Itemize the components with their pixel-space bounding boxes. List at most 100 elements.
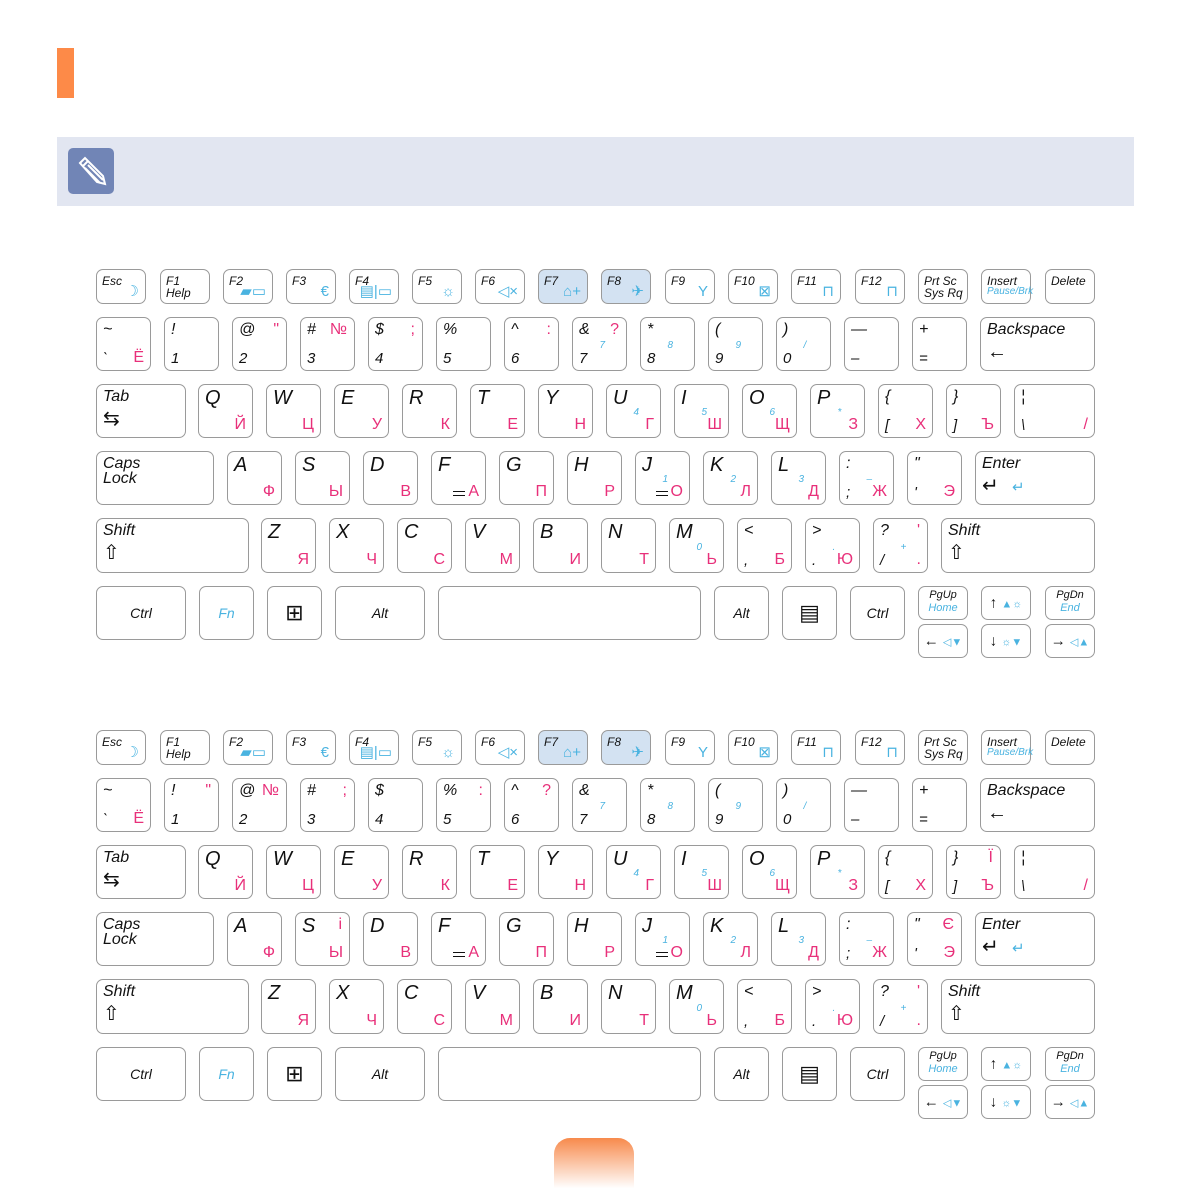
key-bottom-7-ctrl[interactable]: Ctrl: [850, 1047, 905, 1101]
key-bottom-9-up-brightness-up-icon[interactable]: ↑ ▲☼: [981, 586, 1031, 620]
key-num-11-symbol[interactable]: — –: [844, 778, 899, 832]
key-num-2-symbol[interactable]: @2 №: [232, 778, 287, 832]
key-num-10-symbol[interactable]: ) 0 /: [776, 317, 831, 371]
key-asdf-0-caps[interactable]: Caps Lock: [96, 912, 214, 966]
key-zxcv-9-symbol[interactable]: >. Ю.: [805, 518, 860, 573]
key-bottom-5-alt[interactable]: Alt: [714, 1047, 769, 1101]
key-bottom-13-right-volume-up-icon[interactable]: → ◁▲: [1045, 1085, 1095, 1119]
key-num-9-symbol[interactable]: (9 9: [708, 317, 763, 371]
key-zxcv-9-symbol[interactable]: >. Ю.: [805, 979, 860, 1034]
key-fn-14-insert[interactable]: Insert Pause/Brk: [981, 269, 1033, 304]
key-fn-12-f12[interactable]: F12 ⊓: [855, 269, 905, 304]
key-qwer-0-tab[interactable]: Tab ⇆: [96, 384, 186, 438]
key-num-1-symbol[interactable]: ! 1 ": [164, 778, 219, 832]
key-num-5-symbol[interactable]: % 5: [436, 317, 491, 371]
key-fn-13-prt-sc[interactable]: Prt Sc Sys Rq: [918, 269, 968, 304]
key-qwer-10-p[interactable]: P З *: [810, 384, 865, 438]
key-zxcv-0-shift[interactable]: Shift ⇧: [96, 518, 249, 573]
key-bottom-8-pgup[interactable]: PgUp Home: [918, 586, 968, 620]
key-fn-9-f9[interactable]: F9 Y: [665, 269, 715, 304]
key-bottom-9-up-brightness-up-icon[interactable]: ↑ ▲☼: [981, 1047, 1031, 1081]
key-fn-9-f9[interactable]: F9 Y: [665, 730, 715, 765]
key-fn-0-esc[interactable]: Esc ☽: [96, 269, 146, 304]
key-qwer-11-symbol[interactable]: {[Х: [878, 384, 933, 438]
key-num-1-symbol[interactable]: ! 1: [164, 317, 219, 371]
key-num-11-symbol[interactable]: — –: [844, 317, 899, 371]
key-zxcv-11-shift[interactable]: Shift ⇧: [941, 518, 1095, 573]
key-fn-4-f4[interactable]: F4 ▤|▭: [349, 269, 399, 304]
key-bottom-2-windows-icon[interactable]: ⊞: [267, 586, 322, 640]
key-fn-10-f10[interactable]: F10 ⊠: [728, 730, 778, 765]
key-bottom-0-ctrl[interactable]: Ctrl: [96, 1047, 186, 1101]
key-asdf-10-symbol[interactable]: :; Ж –: [839, 451, 894, 505]
key-asdf-11-symbol[interactable]: " ' Є Э: [907, 912, 962, 966]
key-fn-5-f5[interactable]: F5 ☼: [412, 269, 462, 304]
key-num-7-symbol[interactable]: & 7 7: [572, 778, 627, 832]
key-num-5-symbol[interactable]: % 5:: [436, 778, 491, 832]
key-zxcv-0-shift[interactable]: Shift ⇧: [96, 979, 249, 1034]
key-num-0-symbol[interactable]: ~ ` Ё: [96, 317, 151, 371]
key-bottom-1-fn[interactable]: Fn: [199, 1047, 254, 1101]
key-num-8-symbol[interactable]: * 8 8: [640, 317, 695, 371]
key-fn-2-f2[interactable]: F2 ▰▭: [223, 269, 273, 304]
key-bottom-3-alt[interactable]: Alt: [335, 1047, 425, 1101]
key-bottom-4-key[interactable]: [438, 586, 701, 640]
key-num-13-backspace[interactable]: Backspace ←: [980, 778, 1095, 832]
key-bottom-5-alt[interactable]: Alt: [714, 586, 769, 640]
key-qwer-12-symbol[interactable]: }] Ъ: [946, 384, 1001, 438]
key-num-4-symbol[interactable]: $4: [368, 778, 423, 832]
key-bottom-6-menu-icon[interactable]: ▤: [782, 1047, 837, 1101]
key-bottom-2-windows-icon[interactable]: ⊞: [267, 1047, 322, 1101]
key-zxcv-8-symbol[interactable]: <, Б: [737, 518, 792, 573]
key-num-9-symbol[interactable]: (9 9: [708, 778, 763, 832]
key-zxcv-8-symbol[interactable]: <, Б: [737, 979, 792, 1034]
key-fn-13-prt-sc[interactable]: Prt Sc Sys Rq: [918, 730, 968, 765]
key-bottom-4-key[interactable]: [438, 1047, 701, 1101]
key-fn-7-f7[interactable]: F7 ⌂+: [538, 730, 588, 765]
key-bottom-12-down-brightness-down-icon[interactable]: ↓ ☼▼: [981, 1085, 1031, 1119]
key-bottom-1-fn[interactable]: Fn: [199, 586, 254, 640]
key-zxcv-10-symbol[interactable]: ? / '. +: [873, 979, 928, 1034]
key-fn-5-f5[interactable]: F5 ☼: [412, 730, 462, 765]
key-fn-4-f4[interactable]: F4 ▤|▭: [349, 730, 399, 765]
key-asdf-11-symbol[interactable]: " ' Э: [907, 451, 962, 505]
key-asdf-0-caps[interactable]: Caps Lock: [96, 451, 214, 505]
key-num-3-symbol[interactable]: #3 №: [300, 317, 355, 371]
key-qwer-13-symbol[interactable]: ¦ \ /: [1014, 384, 1095, 438]
key-bottom-13-right-volume-up-icon[interactable]: → ◁▲: [1045, 624, 1095, 658]
key-fn-8-f8[interactable]: F8 ✈: [601, 269, 651, 304]
key-qwer-13-symbol[interactable]: ¦ \ /: [1014, 845, 1095, 899]
key-fn-7-f7[interactable]: F7 ⌂+: [538, 269, 588, 304]
key-bottom-10-pgdn[interactable]: PgDn End: [1045, 1047, 1095, 1081]
